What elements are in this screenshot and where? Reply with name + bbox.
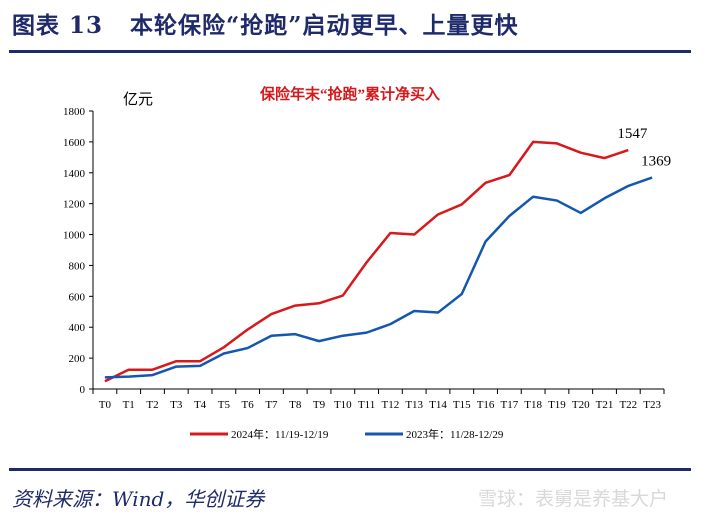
x-tick-label: T21 — [596, 399, 614, 411]
y-tick-label: 1400 — [63, 168, 86, 180]
series-line-0 — [104, 140, 629, 383]
y-tick-label: 0 — [80, 384, 86, 396]
y-tick-label: 600 — [69, 291, 86, 303]
y-axis-unit: 亿元 — [123, 91, 153, 108]
x-tick-label: T8 — [289, 399, 302, 411]
y-tick-label: 1000 — [63, 230, 86, 242]
x-tick-label: T5 — [218, 399, 231, 411]
x-tick-label: T7 — [265, 399, 278, 411]
x-tick-label: T13 — [405, 399, 423, 411]
x-tick-label: T3 — [170, 399, 183, 411]
y-tick-label: 200 — [69, 353, 86, 365]
chart-title: 保险年末“抢跑”累计净买入 — [259, 85, 440, 103]
figure-title: 图表 13 本轮保险“抢跑”启动更早、上量更快 — [12, 12, 519, 39]
source-note: 资料来源：Wind，华创证券 — [12, 487, 265, 511]
x-tick-label: T22 — [619, 399, 637, 411]
x-tick-label: T1 — [123, 399, 135, 411]
x-tick-label: T11 — [358, 399, 375, 411]
x-tick-label: T2 — [146, 399, 158, 411]
x-tick-label: T0 — [99, 399, 112, 411]
x-tick-label: T19 — [548, 399, 566, 411]
x-tick-label: T6 — [242, 399, 255, 411]
legend-label-1: 2023年：11/28-12/29 — [406, 427, 504, 441]
end-label: 1369 — [641, 154, 671, 170]
legend-label-0: 2024年：11/19-12/19 — [231, 427, 329, 441]
y-tick-label: 400 — [69, 322, 86, 334]
x-tick-label: T18 — [524, 399, 542, 411]
x-tick-label: T4 — [194, 399, 207, 411]
x-tick-label: T15 — [453, 399, 471, 411]
y-tick-label: 1200 — [63, 199, 86, 211]
x-tick-label: T10 — [334, 399, 352, 411]
x-tick-label: T20 — [572, 399, 590, 411]
chart: 亿元 保险年末“抢跑”累计净买入 0 200 400 600 800 1000 1200 14… — [63, 85, 671, 441]
x-tick-label: T14 — [429, 399, 447, 411]
y-tick-label: 1600 — [63, 137, 86, 149]
y-tick-label: 1800 — [63, 106, 86, 118]
x-tick-label: T9 — [313, 399, 326, 411]
x-tick-label: T16 — [477, 399, 495, 411]
y-tick-label: 800 — [69, 260, 86, 272]
x-tick-label: T12 — [382, 399, 400, 411]
watermark: 雪球：表舅是养基大户 — [478, 488, 669, 510]
x-tick-label: T17 — [500, 399, 518, 411]
end-label: 1547 — [617, 126, 648, 142]
series-line-1 — [104, 176, 653, 379]
footer-rule — [9, 468, 691, 471]
title-rule — [9, 50, 691, 53]
x-tick-label: T23 — [643, 399, 661, 411]
